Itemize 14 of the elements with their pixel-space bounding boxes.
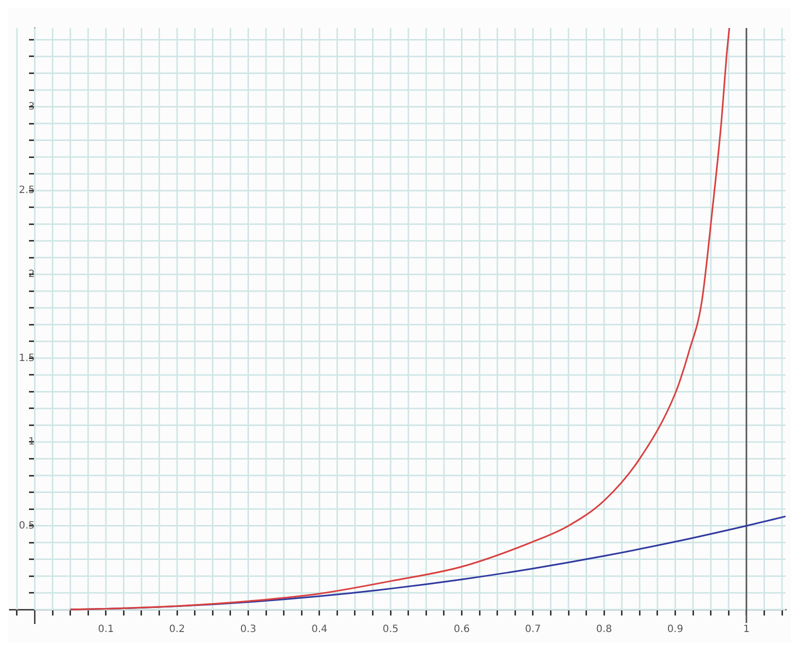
x-tick-label: 0.2 — [169, 624, 186, 636]
x-tick-label: 0.1 — [98, 624, 114, 636]
y-tick-label: 0.5 — [18, 520, 35, 532]
x-tick-label: 0.8 — [596, 624, 612, 636]
x-tick-label: 0.5 — [382, 624, 399, 636]
y-tick-label: 2.5 — [18, 185, 35, 196]
y-tick-label: 1.5 — [18, 352, 35, 364]
x-tick-label: 0.7 — [524, 624, 541, 636]
x-tick-label: 1 — [743, 624, 750, 636]
x-tick-label: 0.3 — [240, 624, 256, 636]
x-tick-label: 0.9 — [667, 624, 684, 636]
x-tick-label: 0.6 — [454, 624, 470, 636]
x-tick-label: 0.4 — [311, 624, 328, 636]
line-series — [70, 28, 730, 610]
